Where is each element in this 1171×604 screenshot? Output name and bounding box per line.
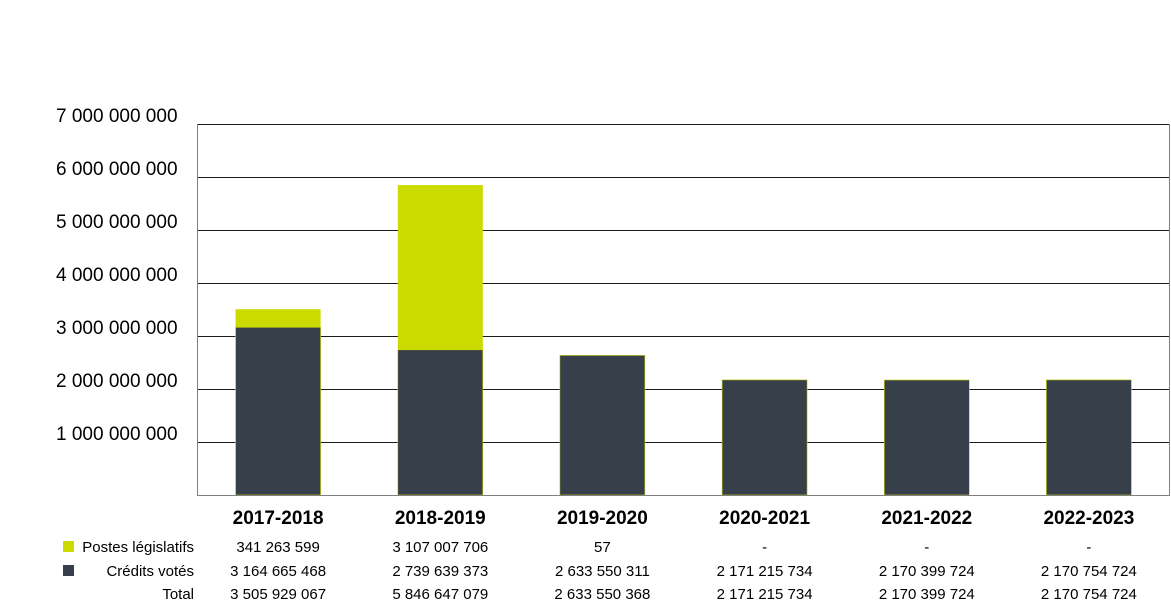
table-value-postes-legislatifs: 3 107 007 706: [392, 539, 488, 556]
legend-label-credits-votes: Crédits votés: [106, 563, 194, 580]
table-value-total: 3 505 929 067: [230, 586, 326, 603]
x-tick-label: 2021-2022: [881, 508, 972, 529]
table-value-total: 2 171 215 734: [717, 586, 813, 603]
bar-credits-votes-2017-2018: [235, 326, 321, 496]
bar-credits-votes-2021-2022: [883, 379, 970, 496]
bar-postes-legislatifs-2017-2018: [235, 309, 321, 328]
legend-label-postes-legislatifs: Postes législatifs: [82, 539, 194, 556]
table-value-total: 2 170 754 724: [1041, 586, 1137, 603]
table-value-postes-legislatifs: -: [1086, 539, 1091, 556]
bar-credits-votes-2020-2021: [721, 379, 808, 496]
table-value-credits-votes: 2 739 639 373: [392, 563, 488, 580]
x-tick-label: 2022-2023: [1043, 508, 1134, 529]
y-tick-label: 4 000 000 000: [56, 265, 178, 286]
table-value-postes-legislatifs: 57: [594, 539, 611, 556]
table-value-total: 2 170 399 724: [879, 586, 975, 603]
table-value-postes-legislatifs: 341 263 599: [236, 539, 319, 556]
bars: [235, 185, 1132, 496]
y-tick-label: 6 000 000 000: [56, 159, 178, 180]
legend-label-total: Total: [162, 586, 194, 603]
y-tick-label: 7 000 000 000: [56, 106, 178, 127]
axes: [197, 124, 1170, 496]
legend-swatch-credits-votes: [63, 565, 74, 576]
x-tick-label: 2018-2019: [395, 508, 486, 529]
bar-credits-votes-2022-2023: [1046, 379, 1132, 496]
y-tick-label: 1 000 000 000: [56, 424, 178, 445]
table-value-credits-votes: 2 633 550 311: [555, 563, 650, 580]
bar-credits-votes-2018-2019: [397, 349, 484, 496]
legend-swatch-postes-legislatifs: [63, 541, 74, 552]
y-tick-label: 2 000 000 000: [56, 371, 178, 392]
table-value-credits-votes: 2 170 754 724: [1041, 563, 1137, 580]
data-table: Postes législatifs 341 263 599 3 107 007 7…: [63, 539, 1137, 603]
y-tick-labels: 1 000 000 000 2 000 000 000 3 000 000 000 4…: [56, 106, 178, 445]
table-value-credits-votes: 3 164 665 468: [230, 563, 326, 580]
table-value-total: 5 846 647 079: [392, 586, 488, 603]
y-tick-label: 3 000 000 000: [56, 318, 178, 339]
y-tick-label: 5 000 000 000: [56, 212, 178, 233]
table-value-credits-votes: 2 171 215 734: [717, 563, 813, 580]
table-value-postes-legislatifs: -: [762, 539, 767, 556]
x-tick-labels: 2017-2018 2018-2019 2019-2020 2020-2021 2021…: [233, 508, 1135, 529]
x-tick-label: 2019-2020: [557, 508, 648, 529]
x-tick-label: 2020-2021: [719, 508, 810, 529]
x-tick-label: 2017-2018: [233, 508, 324, 529]
bar-credits-votes-2019-2020: [559, 355, 646, 496]
bar-postes-legislatifs-2018-2019: [397, 185, 483, 350]
table-value-credits-votes: 2 170 399 724: [879, 563, 975, 580]
grid-lines: [197, 124, 1170, 443]
table-value-total: 2 633 550 368: [554, 586, 650, 603]
table-value-postes-legislatifs: -: [924, 539, 929, 556]
